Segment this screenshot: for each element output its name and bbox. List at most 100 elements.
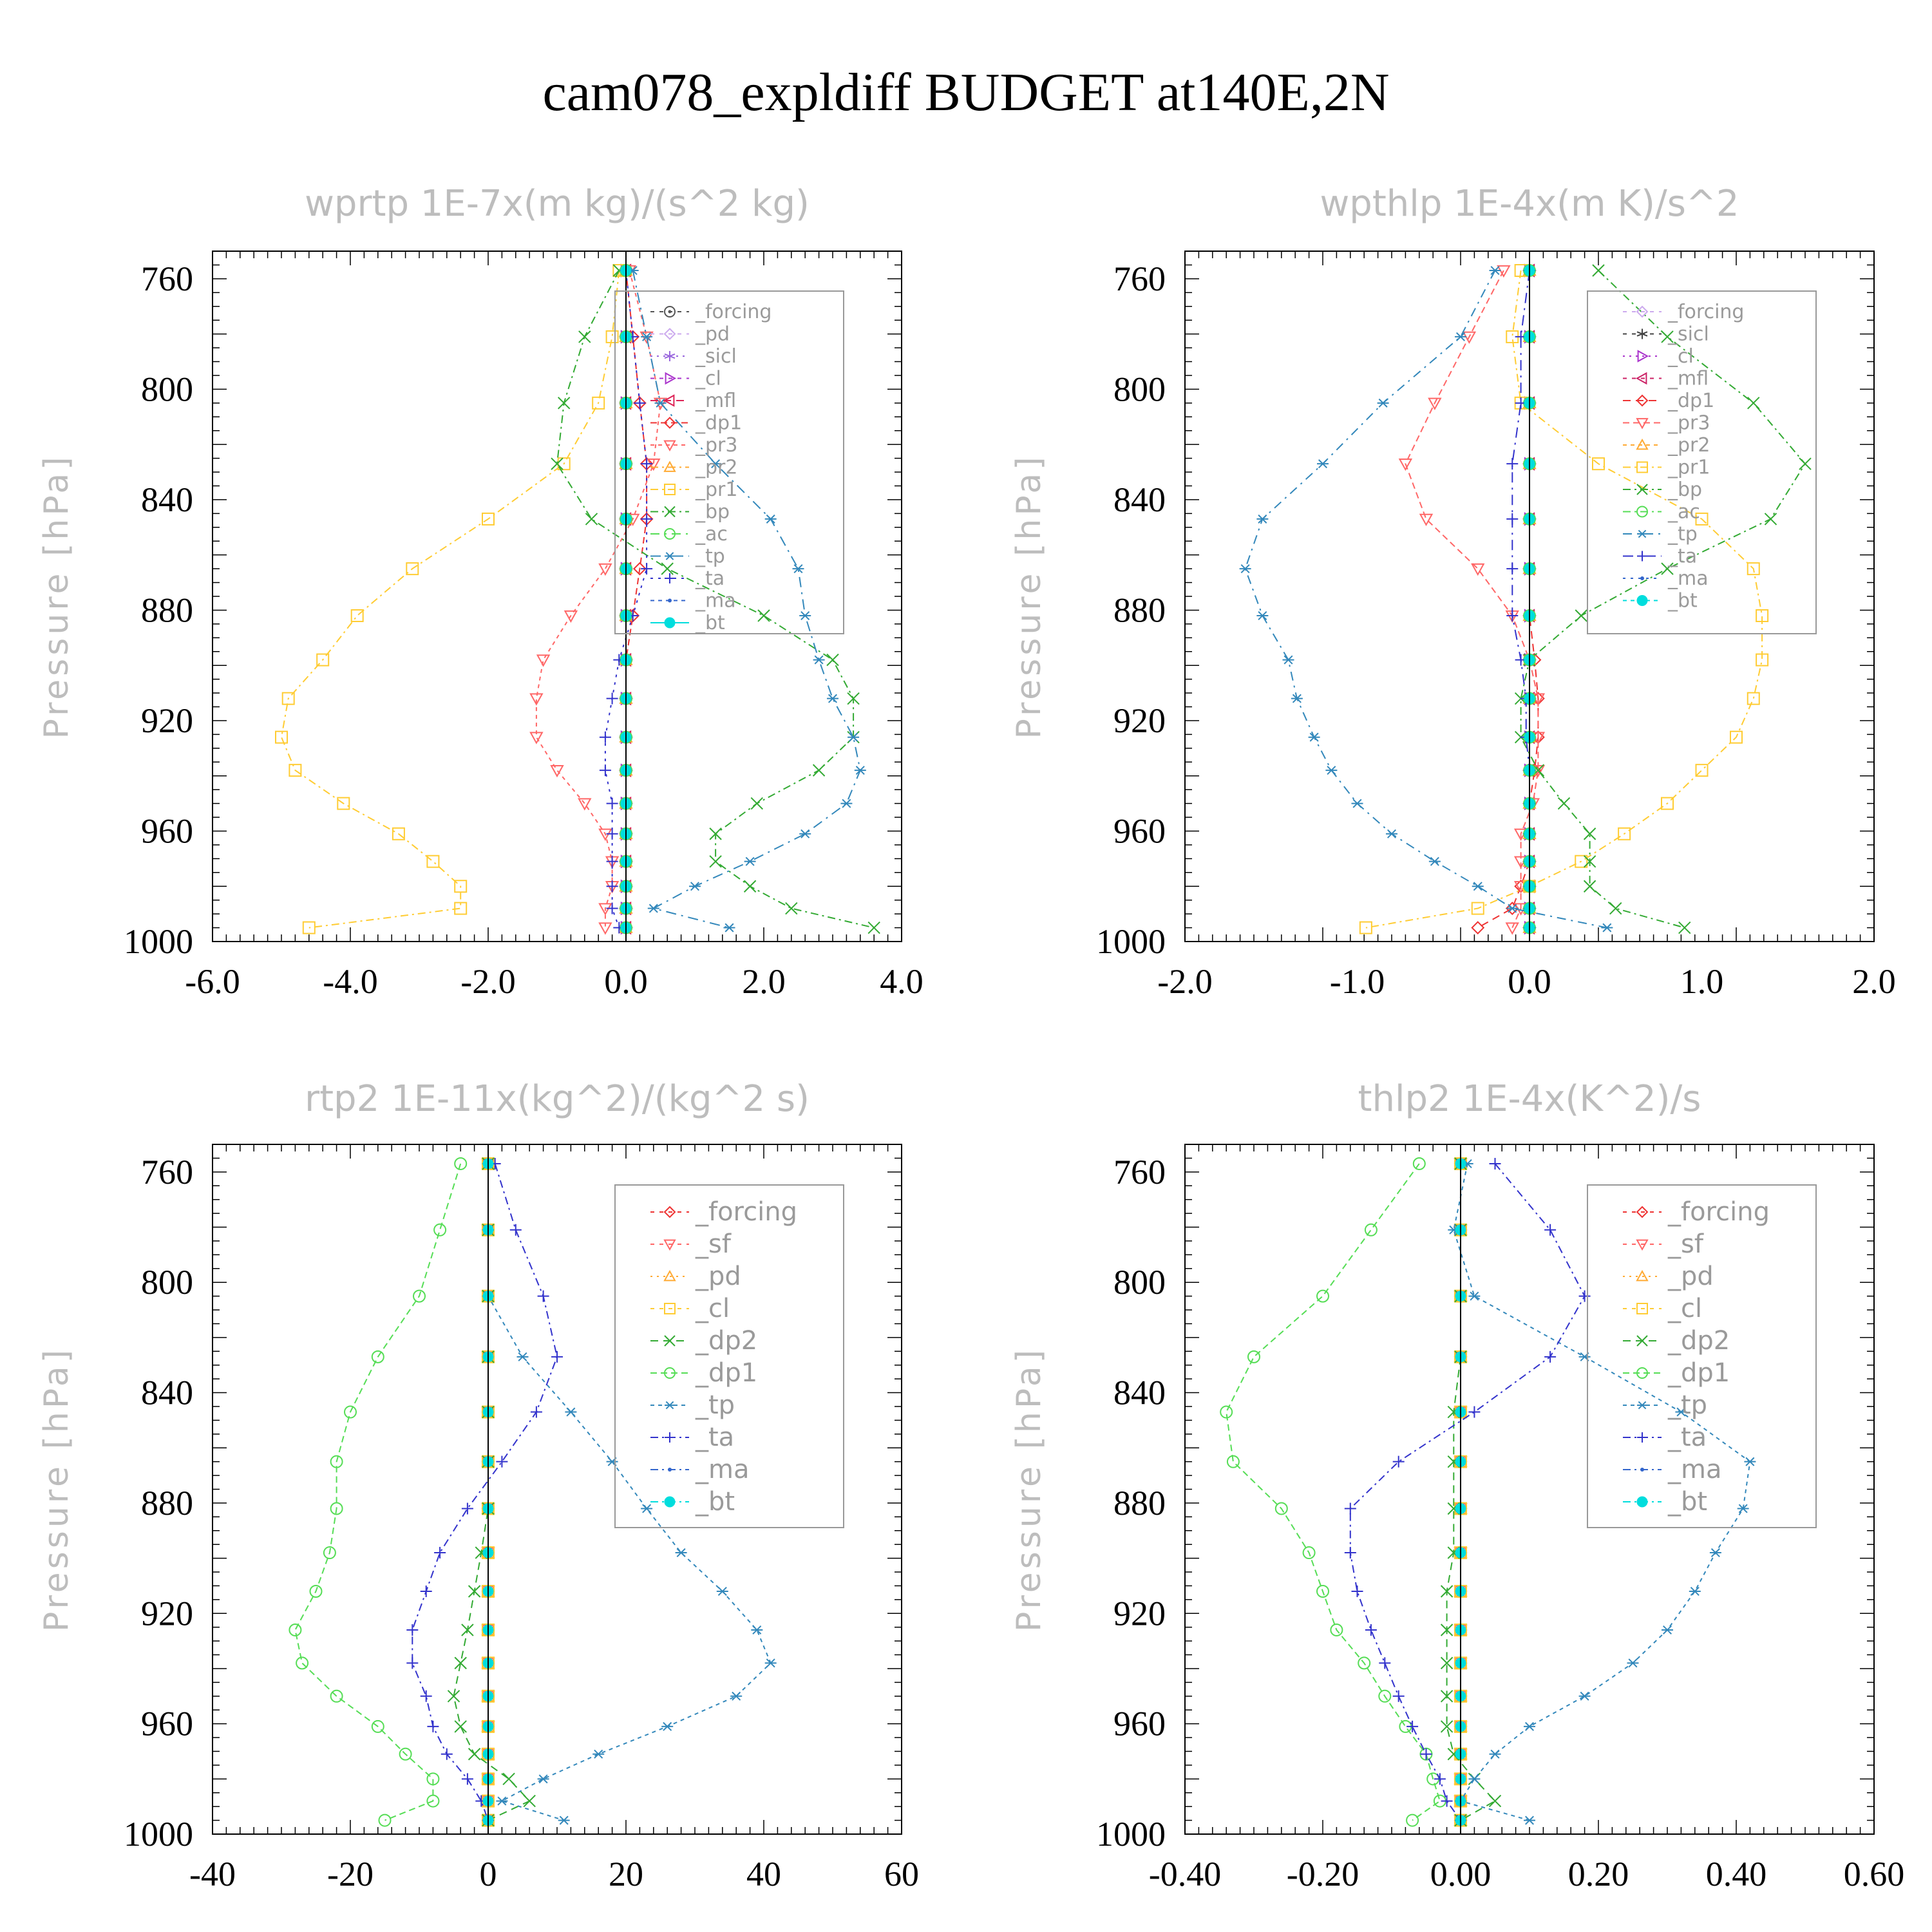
data-point-dp1 xyxy=(454,1157,468,1170)
data-point-dp2 xyxy=(1488,1794,1502,1808)
y-axis-label: Pressure [hPa] xyxy=(1010,454,1048,739)
y-tick-label: 840 xyxy=(141,1374,193,1412)
data-point-ta xyxy=(641,513,653,525)
data-point-bp xyxy=(1661,330,1674,343)
data-point-tp xyxy=(1578,1691,1591,1701)
x-tick-label: 4.0 xyxy=(880,962,923,1001)
legend-label: _ma xyxy=(695,1455,749,1484)
data-point-dp2 xyxy=(454,1720,467,1733)
data-point-bp xyxy=(709,855,722,868)
data-point-dp2 xyxy=(468,1585,481,1598)
data-point-dp1 xyxy=(309,1585,323,1598)
data-point-dp1 xyxy=(330,1455,343,1468)
legend-label: _sicl xyxy=(1667,323,1709,346)
series-line-tp xyxy=(1244,270,1607,929)
legend-marker xyxy=(1640,576,1644,580)
data-point-bp xyxy=(1557,797,1571,810)
x-tick-label: 0.40 xyxy=(1706,1855,1767,1893)
legend-marker xyxy=(664,1367,676,1379)
y-tick-label: 880 xyxy=(1113,1484,1166,1522)
legend-label: _forcing xyxy=(1667,301,1744,323)
data-point-ta xyxy=(1420,1748,1432,1760)
legend-marker xyxy=(1636,328,1648,339)
data-point-bp xyxy=(578,330,591,343)
data-point-tp xyxy=(558,1815,570,1825)
legend-label: _cl xyxy=(695,1294,730,1323)
data-point-ta xyxy=(461,1773,473,1785)
data-point-ta xyxy=(530,1406,542,1418)
y-tick-label: 1000 xyxy=(124,922,193,961)
y-tick-label: 840 xyxy=(1113,1374,1166,1412)
y-tick-label: 840 xyxy=(1113,480,1166,519)
data-point-pr3 xyxy=(536,654,551,667)
data-point-pr3 xyxy=(529,693,544,706)
data-point-dp1 xyxy=(1302,1546,1316,1560)
legend-label: _ta xyxy=(1667,545,1697,568)
data-point-ta xyxy=(1506,458,1519,470)
data-point-tp xyxy=(1428,857,1441,866)
y-tick-label: 1000 xyxy=(124,1815,193,1853)
series-line-pr1 xyxy=(280,270,620,929)
y-tick-label: 800 xyxy=(141,1263,193,1302)
data-point-pr1 xyxy=(289,764,302,777)
data-point-dp1 xyxy=(426,1794,440,1808)
data-point-dp2 xyxy=(468,1748,481,1761)
data-point-bp xyxy=(1592,264,1605,277)
data-point-tp xyxy=(723,923,735,933)
legend-label: _pd xyxy=(695,323,730,346)
y-tick-label: 760 xyxy=(1113,260,1166,298)
data-point-pr1 xyxy=(1730,730,1743,744)
data-point-dp1 xyxy=(378,1814,392,1827)
data-point-tp xyxy=(1662,1625,1673,1634)
x-tick-label: -4.0 xyxy=(323,962,377,1001)
data-point-tp xyxy=(799,611,811,621)
data-point-tp xyxy=(840,799,853,808)
data-point-tp xyxy=(764,514,777,524)
data-point-ta xyxy=(1489,1157,1501,1170)
data-point-dp1 xyxy=(1471,921,1485,934)
legend-marker xyxy=(664,484,676,495)
data-point-dp2 xyxy=(1440,1585,1454,1598)
data-point-tp xyxy=(641,1504,653,1513)
legend-marker xyxy=(1637,1401,1647,1410)
data-point-dp1 xyxy=(1220,1405,1233,1419)
data-point-dp1 xyxy=(1412,1157,1426,1170)
data-point-bp xyxy=(757,609,770,622)
x-tick-label: -40 xyxy=(189,1855,236,1893)
data-point-ta xyxy=(509,1224,522,1236)
data-point-bp xyxy=(1747,397,1760,410)
legend-marker xyxy=(1636,1239,1649,1251)
data-point-bp xyxy=(812,764,826,777)
data-point-pr1 xyxy=(605,330,619,343)
legend-label: _pr3 xyxy=(695,434,737,457)
legend-label: _forcing xyxy=(695,1197,797,1227)
y-axis-label: Pressure [hPa] xyxy=(37,1347,76,1632)
data-point-dp1 xyxy=(289,1623,302,1636)
legend-marker xyxy=(664,351,676,361)
y-tick-label: 1000 xyxy=(1096,922,1166,961)
legend-marker xyxy=(664,506,676,518)
data-point-tp xyxy=(1737,1504,1749,1513)
data-point-tp xyxy=(716,1587,728,1596)
data-point-dp1 xyxy=(1406,1814,1419,1827)
data-point-bp xyxy=(585,513,598,526)
legend-label: _cl xyxy=(1667,345,1694,368)
y-tick-label: 760 xyxy=(141,1153,193,1191)
data-point-ta xyxy=(1544,1350,1557,1363)
x-tick-label: 20 xyxy=(609,1855,643,1893)
data-point-ta xyxy=(1365,1624,1377,1636)
data-point-tp xyxy=(1524,1815,1535,1825)
data-point-bp xyxy=(1583,828,1596,840)
legend-marker xyxy=(664,1335,676,1347)
legend-marker xyxy=(664,306,676,317)
legend-marker-center xyxy=(668,310,672,314)
data-point-bp xyxy=(743,880,757,893)
panel-title: thlp2 1E-4x(K^2)/s xyxy=(1358,1078,1701,1120)
series-line-ta xyxy=(1349,1163,1586,1821)
data-point-bp xyxy=(750,797,764,810)
y-tick-label: 960 xyxy=(1113,811,1166,850)
legend-label: _pd xyxy=(695,1262,741,1291)
data-point-tp xyxy=(592,1749,605,1759)
legend-marker xyxy=(665,372,677,385)
x-tick-label: -20 xyxy=(327,1855,374,1893)
